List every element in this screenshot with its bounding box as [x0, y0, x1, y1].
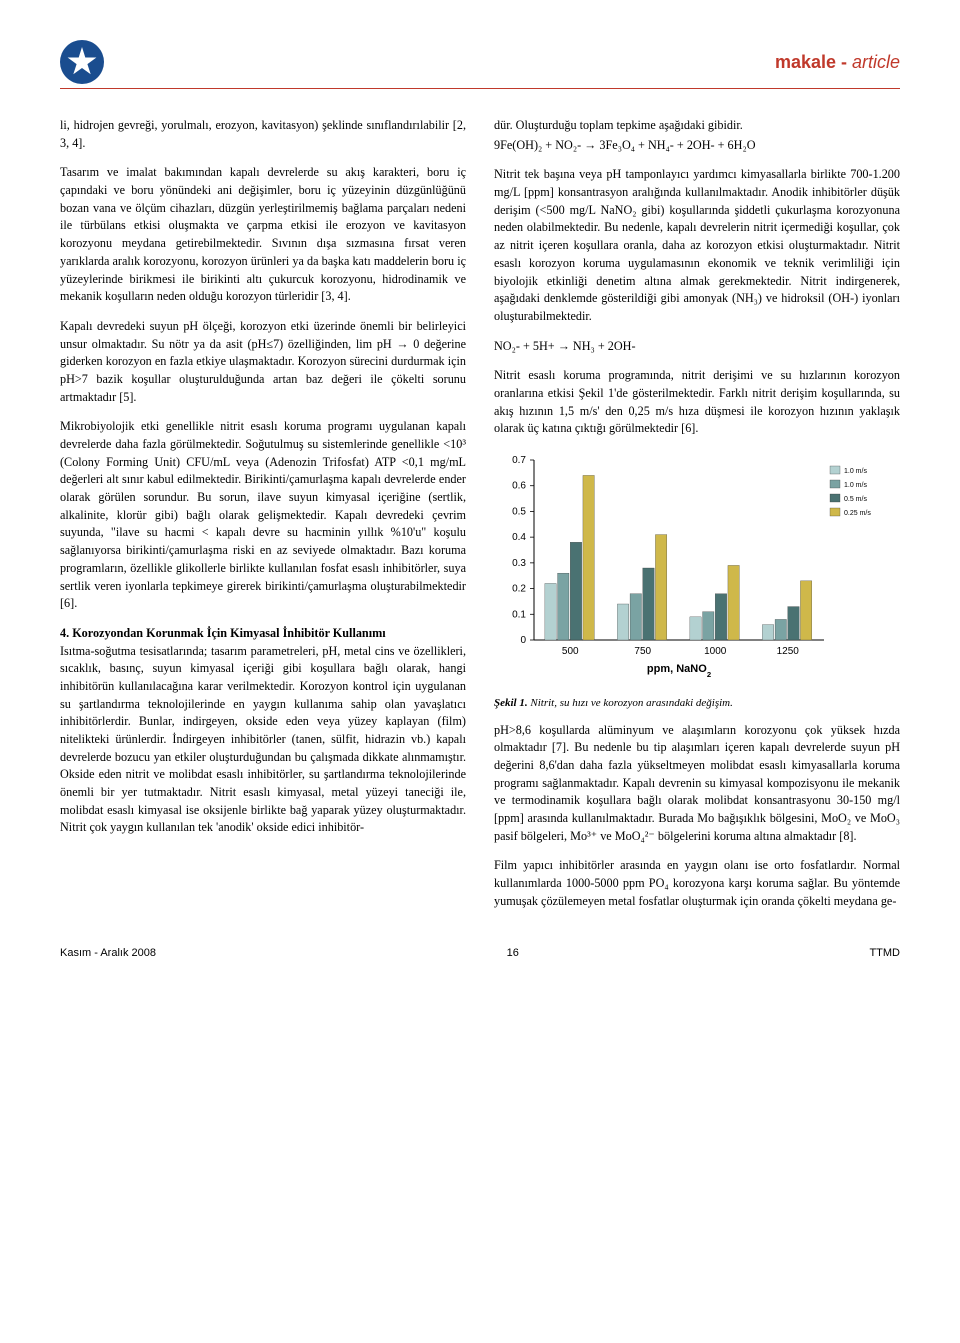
- svg-text:0.3: 0.3: [512, 558, 526, 569]
- bar-chart-svg: 00.10.20.30.40.50.60.750075010001250ppm,…: [494, 452, 894, 682]
- main-columns: li, hidrojen gevreği, yorulmalı, erozyon…: [60, 117, 900, 911]
- svg-text:0.2: 0.2: [512, 584, 526, 595]
- equation-2: NO₂- + 5H+ → NH₃ + 2OH-: [494, 338, 900, 356]
- col2-p3: Nitrit esaslı koruma programında, nitrit…: [494, 367, 900, 438]
- section-4-title: 4. Korozyondan Korunmak İçin Kimyasal İn…: [60, 625, 466, 643]
- col2-p5: Film yapıcı inhibitörler arasında en yay…: [494, 857, 900, 910]
- footer-org: TTMD: [869, 947, 900, 959]
- svg-text:1.0 m/s: 1.0 m/s: [844, 468, 867, 475]
- col2-p1: dür. Oluşturduğu toplam tepkime aşağıdak…: [494, 117, 900, 135]
- figure-1-label: Şekil 1.: [494, 697, 528, 709]
- figure-1-caption: Şekil 1. Nitrit, su hızı ve korozyon ara…: [494, 696, 900, 712]
- col2-p4: pH>8,6 koşullarda alüminyum ve alaşımlar…: [494, 722, 900, 846]
- header-title: makale - article: [775, 52, 900, 73]
- page-header: makale - article: [60, 40, 900, 89]
- equation-1: 9Fe(OH)₂ + NO₂- → 3Fe₃O₄ + NH₄- + 2OH- +…: [494, 137, 900, 155]
- svg-text:0.5 m/s: 0.5 m/s: [844, 496, 867, 503]
- column-right: dür. Oluşturduğu toplam tepkime aşağıdak…: [494, 117, 900, 911]
- col1-p1: li, hidrojen gevreği, yorulmalı, erozyon…: [60, 117, 466, 152]
- svg-text:0.1: 0.1: [512, 609, 526, 620]
- svg-text:750: 750: [634, 646, 651, 657]
- header-logo: [60, 40, 104, 84]
- column-left: li, hidrojen gevreği, yorulmalı, erozyon…: [60, 117, 466, 911]
- page-footer: Kasım - Aralık 2008 16 TTMD: [60, 947, 900, 959]
- footer-date: Kasım - Aralık 2008: [60, 947, 156, 959]
- col1-p5: Isıtma-soğutma tesisatlarında; tasarım p…: [60, 643, 466, 838]
- figure-1-chart: 00.10.20.30.40.50.60.750075010001250ppm,…: [494, 452, 900, 688]
- col1-p3: Kapalı devredeki suyun pH ölçeği, korozy…: [60, 318, 466, 406]
- svg-text:0.25 m/s: 0.25 m/s: [844, 510, 871, 517]
- svg-text:1250: 1250: [777, 646, 800, 657]
- svg-text:0.4: 0.4: [512, 532, 526, 543]
- svg-text:0: 0: [520, 635, 526, 646]
- figure-1-caption-text: Nitrit, su hızı ve korozyon arasındaki d…: [528, 697, 733, 709]
- footer-page-number: 16: [507, 947, 519, 959]
- col1-p4: Mikrobiyolojik etki genellikle nitrit es…: [60, 418, 466, 613]
- svg-text:1.0 m/s: 1.0 m/s: [844, 482, 867, 489]
- svg-text:0.7: 0.7: [512, 455, 526, 466]
- header-title-plain: makale -: [775, 52, 852, 72]
- logo-icon: [60, 40, 104, 84]
- col1-p2: Tasarım ve imalat bakımından kapalı devr…: [60, 164, 466, 306]
- svg-text:1000: 1000: [704, 646, 727, 657]
- col2-p2: Nitrit tek başına veya pH tamponlayıcı y…: [494, 166, 900, 325]
- svg-text:0.6: 0.6: [512, 481, 526, 492]
- header-title-italic: article: [852, 52, 900, 72]
- svg-text:500: 500: [562, 646, 579, 657]
- svg-text:0.5: 0.5: [512, 506, 526, 517]
